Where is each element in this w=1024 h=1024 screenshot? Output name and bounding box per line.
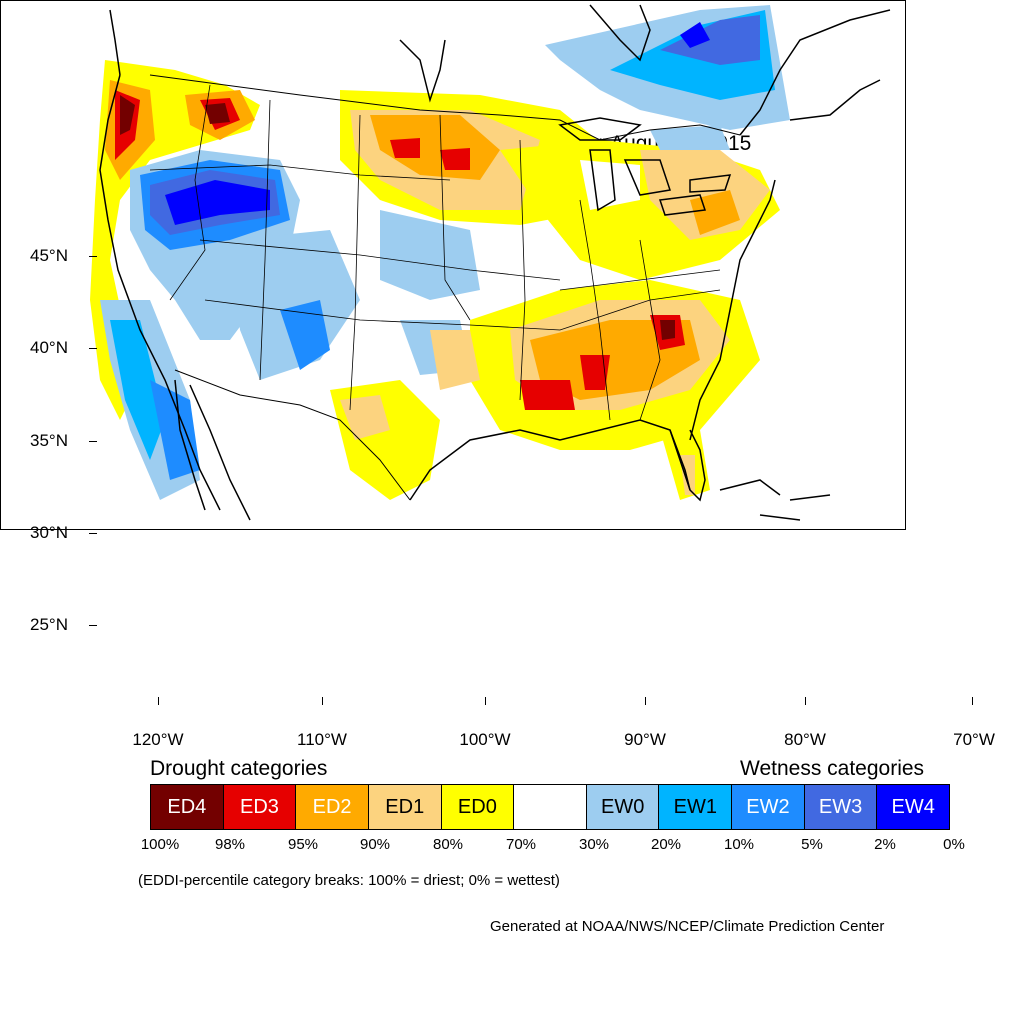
florida-outline bbox=[669, 429, 706, 502]
pct-label: 100% bbox=[140, 836, 180, 853]
pct-label: 5% bbox=[801, 836, 823, 853]
shading-layer bbox=[90, 5, 790, 500]
legend-label: ED3 bbox=[240, 795, 279, 818]
legend-cell-normal bbox=[514, 785, 587, 829]
legend-cell-ed2: ED2 bbox=[296, 785, 369, 829]
legend-label: EW0 bbox=[600, 795, 645, 818]
legend-label: ED2 bbox=[312, 795, 352, 818]
lat-label-35: 35°N bbox=[30, 431, 68, 450]
legend-label: ED4 bbox=[167, 795, 207, 818]
legend-cell-ed1: ED1 bbox=[368, 785, 442, 829]
lat-label-45: 45°N bbox=[30, 246, 68, 265]
legend-cell-ed3: ED3 bbox=[223, 785, 297, 829]
category-breaks-note: (EDDI-percentile category breaks: 100% =… bbox=[138, 872, 560, 889]
lat-tick bbox=[89, 625, 97, 626]
legend-label: EW3 bbox=[818, 795, 863, 818]
legend-cell-ew2: EW2 bbox=[732, 785, 805, 829]
lon-tick bbox=[485, 697, 486, 705]
pct-label: 20% bbox=[650, 836, 682, 853]
lon-tick bbox=[322, 697, 323, 705]
legend-cell-ew1: EW1 bbox=[659, 785, 733, 829]
mexico-border bbox=[174, 369, 411, 501]
pct-label: 95% bbox=[287, 836, 319, 853]
pct-label: 0% bbox=[943, 836, 965, 853]
pct-label: 10% bbox=[723, 836, 755, 853]
lon-tick bbox=[158, 697, 159, 705]
category-legend: ED4 ED3 ED2 ED1 ED0 EW0 EW1 EW2 EW3 EW4 bbox=[150, 784, 950, 830]
legend-label: EW1 bbox=[673, 795, 717, 818]
legend-label: ED0 bbox=[457, 795, 497, 818]
legend-cell-ew3: EW3 bbox=[804, 785, 878, 829]
lat-tick bbox=[89, 348, 97, 349]
east-coastline bbox=[689, 179, 776, 441]
lat-label-30: 30°N bbox=[30, 523, 68, 542]
lon-label-90w: 90°W bbox=[624, 730, 666, 749]
legend-cell-ed0: ED0 bbox=[441, 785, 515, 829]
credit-text: Generated at NOAA/NWS/NCEP/Climate Predi… bbox=[490, 918, 885, 935]
legend-cell-ed4: ED4 bbox=[151, 785, 224, 829]
lat-tick bbox=[89, 533, 97, 534]
eddi-map-canvas bbox=[90, 4, 891, 521]
lon-tick bbox=[805, 697, 806, 705]
legend-cell-ew0: EW0 bbox=[586, 785, 660, 829]
lat-label-25: 25°N bbox=[30, 615, 68, 634]
great-lakes bbox=[558, 117, 732, 216]
pct-label: 30% bbox=[578, 836, 610, 853]
pct-label: 70% bbox=[505, 836, 537, 853]
pct-label: 90% bbox=[359, 836, 391, 853]
pct-label: 98% bbox=[214, 836, 246, 853]
legend-cell-ew4: EW4 bbox=[877, 785, 950, 829]
lat-tick bbox=[89, 256, 97, 257]
pct-label: 80% bbox=[432, 836, 464, 853]
legend-label: EW4 bbox=[891, 795, 935, 818]
wetness-legend-title: Wetness categories bbox=[740, 757, 925, 780]
lon-label-70w: 70°W bbox=[953, 730, 995, 749]
eddi-map bbox=[0, 0, 906, 530]
legend-label: ED1 bbox=[385, 795, 425, 818]
us-border-north bbox=[149, 74, 741, 141]
lon-tick bbox=[972, 697, 973, 705]
lon-label-120w: 120°W bbox=[132, 730, 184, 749]
lat-tick bbox=[89, 441, 97, 442]
west-coastline bbox=[99, 74, 221, 511]
boundary-lines bbox=[99, 4, 891, 521]
lat-label-40: 40°N bbox=[30, 338, 68, 357]
gulf-coastline bbox=[409, 419, 691, 501]
lon-label-110w: 110°W bbox=[297, 730, 347, 749]
lon-tick bbox=[645, 697, 646, 705]
lon-label-80w: 80°W bbox=[784, 730, 826, 749]
legend-label: EW2 bbox=[746, 795, 790, 818]
drought-legend-title: Drought categories bbox=[150, 757, 328, 780]
pct-label: 2% bbox=[874, 836, 896, 853]
lon-label-100w: 100°W bbox=[459, 730, 511, 749]
